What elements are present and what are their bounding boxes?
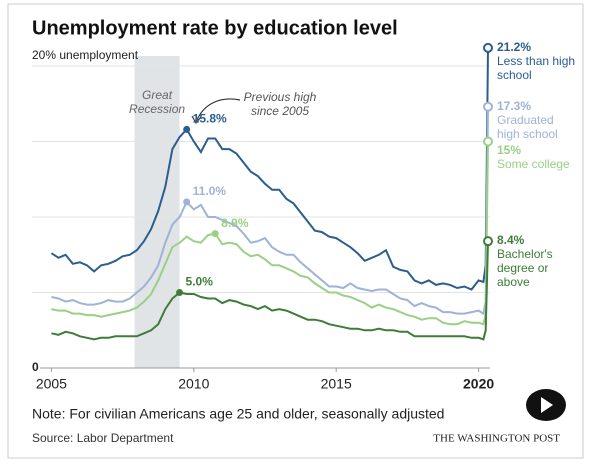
y-tick-label: 20% unemployment <box>32 48 139 62</box>
x-tick-label: 2020 <box>463 376 494 392</box>
play-icon[interactable] <box>541 397 553 413</box>
peak-marker <box>211 230 219 238</box>
end-marker <box>483 101 494 112</box>
y-tick-label: 0 <box>32 360 39 374</box>
chart-title: Unemployment rate by education level <box>32 17 398 39</box>
end-marker <box>483 236 494 247</box>
play-button[interactable] <box>526 389 566 421</box>
peak-label: 5.0% <box>186 275 214 289</box>
legend-label: Less than high school <box>497 53 576 82</box>
peak-label: 15.8% <box>193 112 227 126</box>
peak-marker <box>176 289 184 296</box>
peak-marker <box>183 198 191 206</box>
peak-label: 8.9% <box>221 216 249 230</box>
legend-label: Bachelor's degree or above <box>497 247 553 290</box>
series-line <box>50 47 489 291</box>
end-value-label: 21.2% <box>497 39 532 54</box>
end-marker <box>483 42 494 53</box>
annotation-arrow <box>196 98 241 121</box>
peak-marker <box>183 125 191 133</box>
series-line <box>51 141 489 326</box>
x-tick-label: 2015 <box>321 376 352 392</box>
series-line <box>51 241 489 341</box>
x-tick-label: 2010 <box>178 376 209 392</box>
peak-label: 11.0% <box>193 184 227 198</box>
annotation: Previous high since 2005 <box>243 90 317 118</box>
frame <box>7 3 584 459</box>
end-value-label: 15% <box>497 142 522 157</box>
note: Note: For civilian Americans age 25 and … <box>32 406 444 422</box>
end-value-label: 8.4% <box>497 233 525 248</box>
annotation-arrowhead <box>191 115 202 125</box>
end-value-label: 17.3% <box>497 98 532 113</box>
recession-label: Great Recession <box>129 88 186 116</box>
credit: THE WASHINGTON POST <box>433 433 560 445</box>
legend-label: Graduated high school <box>497 112 558 141</box>
end-marker <box>483 136 494 147</box>
source: Source: Labor Department <box>32 431 174 445</box>
series-line <box>51 106 489 316</box>
legend-label: Some college <box>497 156 570 171</box>
x-tick-label: 2005 <box>36 376 67 392</box>
